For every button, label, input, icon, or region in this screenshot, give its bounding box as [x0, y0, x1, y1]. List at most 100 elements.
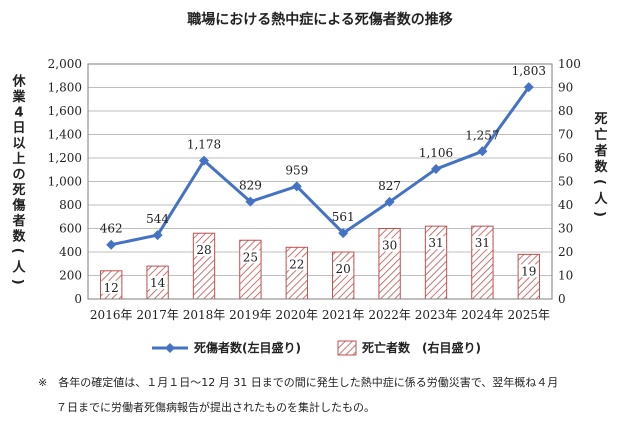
footnote: ※ 各年の確定値は、１月１日～12 月 31 日までの間に発生した熱中症に係る労… [38, 370, 628, 420]
injury-marker [477, 146, 488, 157]
right-tick-label: 70 [558, 128, 573, 142]
left-tick-label: 1,200 [48, 151, 82, 165]
left-tick-label: 0 [74, 292, 82, 306]
chart: 職場における熱中症による死傷者数の推移 12 14 28 25 22 20 30 31 31 19… [10, 11, 608, 356]
death-bar-label: 12 [104, 281, 119, 295]
footnote-mark: ※ [38, 376, 48, 389]
axis-title-char: 4 [14, 105, 23, 120]
injury-data-label: 561 [332, 210, 355, 224]
right-tick-label: 0 [558, 292, 566, 306]
injury-marker [291, 181, 302, 192]
injury-data-label: 1,257 [465, 128, 499, 142]
x-tick-label: 2020年 [276, 308, 319, 322]
injury-data-label: 959 [285, 163, 308, 177]
death-bar-label: 20 [336, 262, 351, 276]
legend: 死傷者数(左目盛り) 死亡者数 (右目盛り) [152, 340, 481, 356]
injury-line-path [110, 86, 531, 247]
death-bar [285, 246, 308, 300]
death-bar-label-bg [379, 238, 400, 252]
axis-title-char: 日 [12, 121, 25, 136]
injury-data-label: 827 [378, 179, 401, 193]
axis-title-char: 人 [12, 259, 26, 275]
left-tick-label: 600 [59, 222, 82, 236]
left-tick-label: 1,400 [48, 128, 82, 142]
axis-title-char: 亡 [594, 127, 607, 143]
injury-data-label: 1,178 [187, 138, 221, 152]
plot-frame [87, 63, 553, 300]
injury-data-label: 462 [100, 222, 123, 236]
x-tick-label: 2025年 [508, 308, 551, 322]
death-bar-label: 25 [243, 250, 258, 264]
injury-line: 462 544 1,178 829 959 561 827 1,106 1,257 1,803 [100, 64, 546, 250]
injury-marker [523, 82, 534, 93]
x-tick-label: 2024年 [461, 308, 504, 322]
right-tick-label: 90 [558, 81, 573, 95]
axis-title-char: ( [592, 179, 607, 185]
axis-title-char: の [12, 167, 25, 182]
left-tick-label: 1,800 [48, 81, 82, 95]
x-tick-label: 2022年 [368, 308, 411, 322]
axis-title-char: 者 [593, 143, 607, 159]
death-bar [239, 239, 262, 300]
death-bars: 12 14 28 25 22 20 30 31 31 19 [100, 225, 540, 300]
death-bar-label: 19 [521, 264, 536, 278]
right-tick-label: 80 [558, 104, 573, 118]
legend-injuries-label: 死傷者数(左目盛り) [194, 340, 301, 355]
x-tick-label: 2017年 [136, 308, 179, 322]
left-tick-label: 400 [59, 245, 82, 259]
injury-marker [106, 239, 117, 250]
injury-marker [152, 230, 163, 241]
x-tick-label: 2018年 [183, 308, 226, 322]
left-tick-label: 200 [59, 269, 82, 283]
injury-data-label: 544 [146, 212, 169, 226]
chart-title: 職場における熱中症による死傷者数の推移 [187, 11, 453, 28]
axis-title-char: 死 [594, 112, 607, 127]
x-tick-label: 2023年 [415, 308, 458, 322]
death-bar-label-bg [286, 257, 307, 271]
left-tick-label: 800 [59, 198, 82, 212]
injury-data-label: 1,803 [512, 64, 546, 78]
right-tick-label: 30 [558, 222, 573, 236]
injury-marker [199, 155, 209, 166]
right-tick-label: 100 [558, 57, 581, 71]
axis-title-char: ) [592, 211, 607, 217]
x-tick-label: 2019年 [229, 308, 272, 322]
injury-marker [384, 196, 395, 207]
death-bar-label-bg [240, 250, 261, 264]
right-tick-label: 60 [558, 151, 573, 165]
death-bar-label-bg [518, 264, 539, 278]
axis-title-char: ) [10, 279, 25, 285]
right-tick-label: 50 [558, 175, 573, 189]
injury-marker [338, 228, 349, 239]
right-tick-label: 40 [558, 198, 573, 212]
axis-title-char: 数 [594, 159, 608, 175]
death-bar-label: 14 [150, 276, 166, 290]
axis-title-char: 人 [594, 191, 608, 207]
left-tick-label: 2,000 [48, 57, 82, 71]
axis-title-char: 業 [11, 89, 26, 105]
death-bar-label-bg [101, 280, 122, 294]
death-bar-label: 28 [196, 243, 211, 257]
injury-data-label: 1,106 [419, 146, 453, 160]
death-bar-label: 22 [289, 257, 304, 271]
legend-deaths-label: 死亡者数 (右目盛り) [362, 340, 481, 355]
axis-title-char: 数 [12, 228, 26, 244]
legend-diamond-marker [165, 343, 175, 353]
axis-title-char: 者 [11, 213, 25, 229]
axis-title-char: 休 [11, 73, 26, 89]
axis-title-char: 傷 [11, 197, 25, 213]
injury-data-label: 829 [239, 179, 262, 193]
axis-title-char: ( [10, 248, 25, 254]
death-bar-label: 31 [428, 236, 443, 250]
death-bar-label: 30 [382, 239, 397, 253]
death-bar-label: 31 [475, 236, 490, 250]
x-tick-label: 2016年 [90, 308, 133, 322]
x-tick-label: 2021年 [322, 308, 365, 322]
legend-bar-swatch [337, 340, 357, 356]
right-tick-label: 10 [558, 269, 573, 283]
injury-marker [431, 164, 441, 175]
axis-title-char: 上 [12, 152, 25, 167]
axis-title-char: 以 [12, 136, 25, 151]
axes: 02004006008001,0001,2001,4001,6001,8002,… [48, 57, 581, 322]
